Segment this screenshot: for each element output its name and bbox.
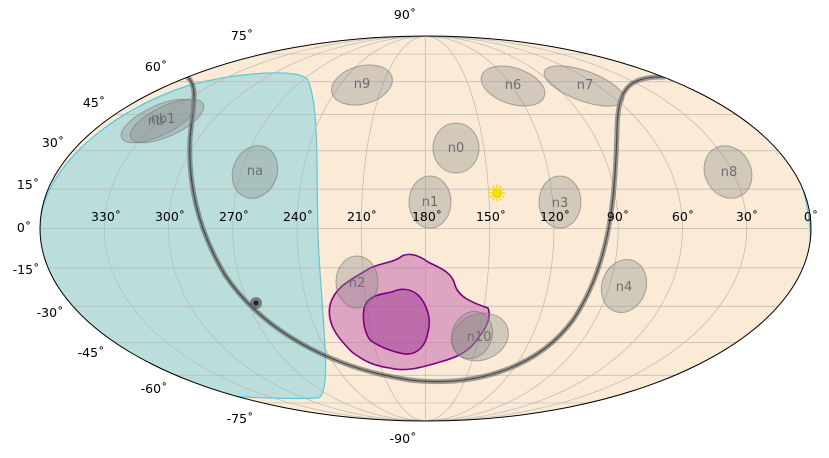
galactic-plane-core	[185, 75, 666, 383]
latitude-labels: 90˚ 75˚ 60˚ 45˚ 30˚ 15˚ 0˚ -15˚ -30˚ -45…	[13, 7, 417, 446]
lat-label-90: 90˚	[394, 7, 416, 22]
lat-label-60: 60˚	[145, 59, 167, 74]
sun-ray	[489, 188, 493, 191]
region-label-na: na	[247, 164, 263, 179]
lon-label-60: 60˚	[672, 209, 694, 224]
region-n6-ellipse	[480, 65, 546, 107]
lat-label-m60: -60˚	[141, 381, 168, 396]
lat-label-m75: -75˚	[227, 411, 254, 426]
meridian-line	[425, 36, 555, 421]
lon-label-180: 180˚	[412, 209, 442, 224]
meridian-line	[425, 36, 491, 421]
sun-ray	[501, 188, 505, 191]
lon-label-0: 0˚	[804, 209, 818, 224]
lon-label-330: 330˚	[91, 209, 121, 224]
lon-label-270: 270˚	[219, 209, 249, 224]
sun-ray	[499, 185, 502, 189]
meridian-line	[232, 36, 426, 421]
region-label-n7: n7	[577, 78, 594, 93]
region-label-n10: n10	[467, 330, 492, 345]
region-n0-ellipse	[432, 122, 480, 174]
lat-label-75: 75˚	[231, 28, 253, 43]
region-label-nb1: nb1	[151, 112, 176, 127]
meridian-line	[296, 36, 426, 421]
region-label-n4: n4	[616, 280, 633, 295]
region-n1-ellipse	[408, 175, 452, 229]
meridian-line	[168, 36, 426, 421]
sun-ray	[499, 197, 502, 201]
meridian-line	[425, 36, 619, 421]
localization-contour-50	[362, 288, 431, 355]
galactic-center-dot	[253, 300, 259, 306]
region-nb1-ellipse	[129, 98, 205, 144]
lon-label-120: 120˚	[540, 209, 570, 224]
lat-label-m30: -30˚	[37, 305, 64, 320]
sun-ray	[492, 185, 495, 189]
lon-label-30: 30˚	[736, 209, 758, 224]
region-labels: n0 n1 n2 n3 n4 n6 n7 n8 n9 na nb nb1 n10	[148, 77, 738, 345]
sun-icon	[488, 184, 506, 202]
region-label-nb: nb	[148, 114, 165, 129]
lat-label-m15: -15˚	[13, 262, 40, 277]
region-label-n3: n3	[552, 196, 569, 211]
meridian-line	[425, 36, 683, 421]
region-n7-ellipse	[543, 65, 625, 107]
region-n3-ellipse	[538, 175, 582, 229]
lat-label-m45: -45˚	[78, 345, 105, 360]
region-n9-ellipse	[331, 64, 393, 106]
region-label-n2: n2	[349, 276, 366, 291]
region-n8-ellipse	[703, 145, 753, 199]
region-n4-ellipse	[600, 259, 648, 313]
lon-label-300: 300˚	[155, 209, 185, 224]
region-label-n8: n8	[721, 165, 738, 180]
longitude-labels: 330˚ 300˚ 270˚ 240˚ 210˚ 180˚ 150˚ 120˚ …	[91, 209, 818, 224]
lat-label-45: 45˚	[83, 95, 105, 110]
sun-ray	[492, 197, 495, 201]
region-nb-ellipse	[120, 98, 196, 144]
lon-label-90: 90˚	[607, 209, 629, 224]
lon-label-150: 150˚	[476, 209, 506, 224]
region-ellipses	[120, 64, 753, 362]
region-label-n9: n9	[354, 77, 371, 92]
sun-ray	[489, 195, 493, 198]
region-n10-ellipse-2	[450, 310, 494, 360]
region-label-n6: n6	[505, 78, 522, 93]
lat-label-30: 30˚	[42, 135, 64, 150]
lon-label-240: 240˚	[283, 209, 313, 224]
sky-outline	[39, 35, 812, 422]
meridian-line	[103, 36, 426, 421]
lat-label-15: 15˚	[17, 177, 39, 192]
region-n2-ellipse	[335, 255, 379, 309]
lon-label-210: 210˚	[347, 209, 377, 224]
region-label-n0: n0	[448, 141, 465, 156]
region-na-ellipse	[231, 145, 279, 199]
lat-label-0: 0˚	[17, 220, 31, 235]
lat-label-m90: -90˚	[390, 431, 417, 446]
graticule	[40, 36, 811, 421]
region-label-n1: n1	[422, 195, 439, 210]
sun-ray	[501, 195, 505, 198]
